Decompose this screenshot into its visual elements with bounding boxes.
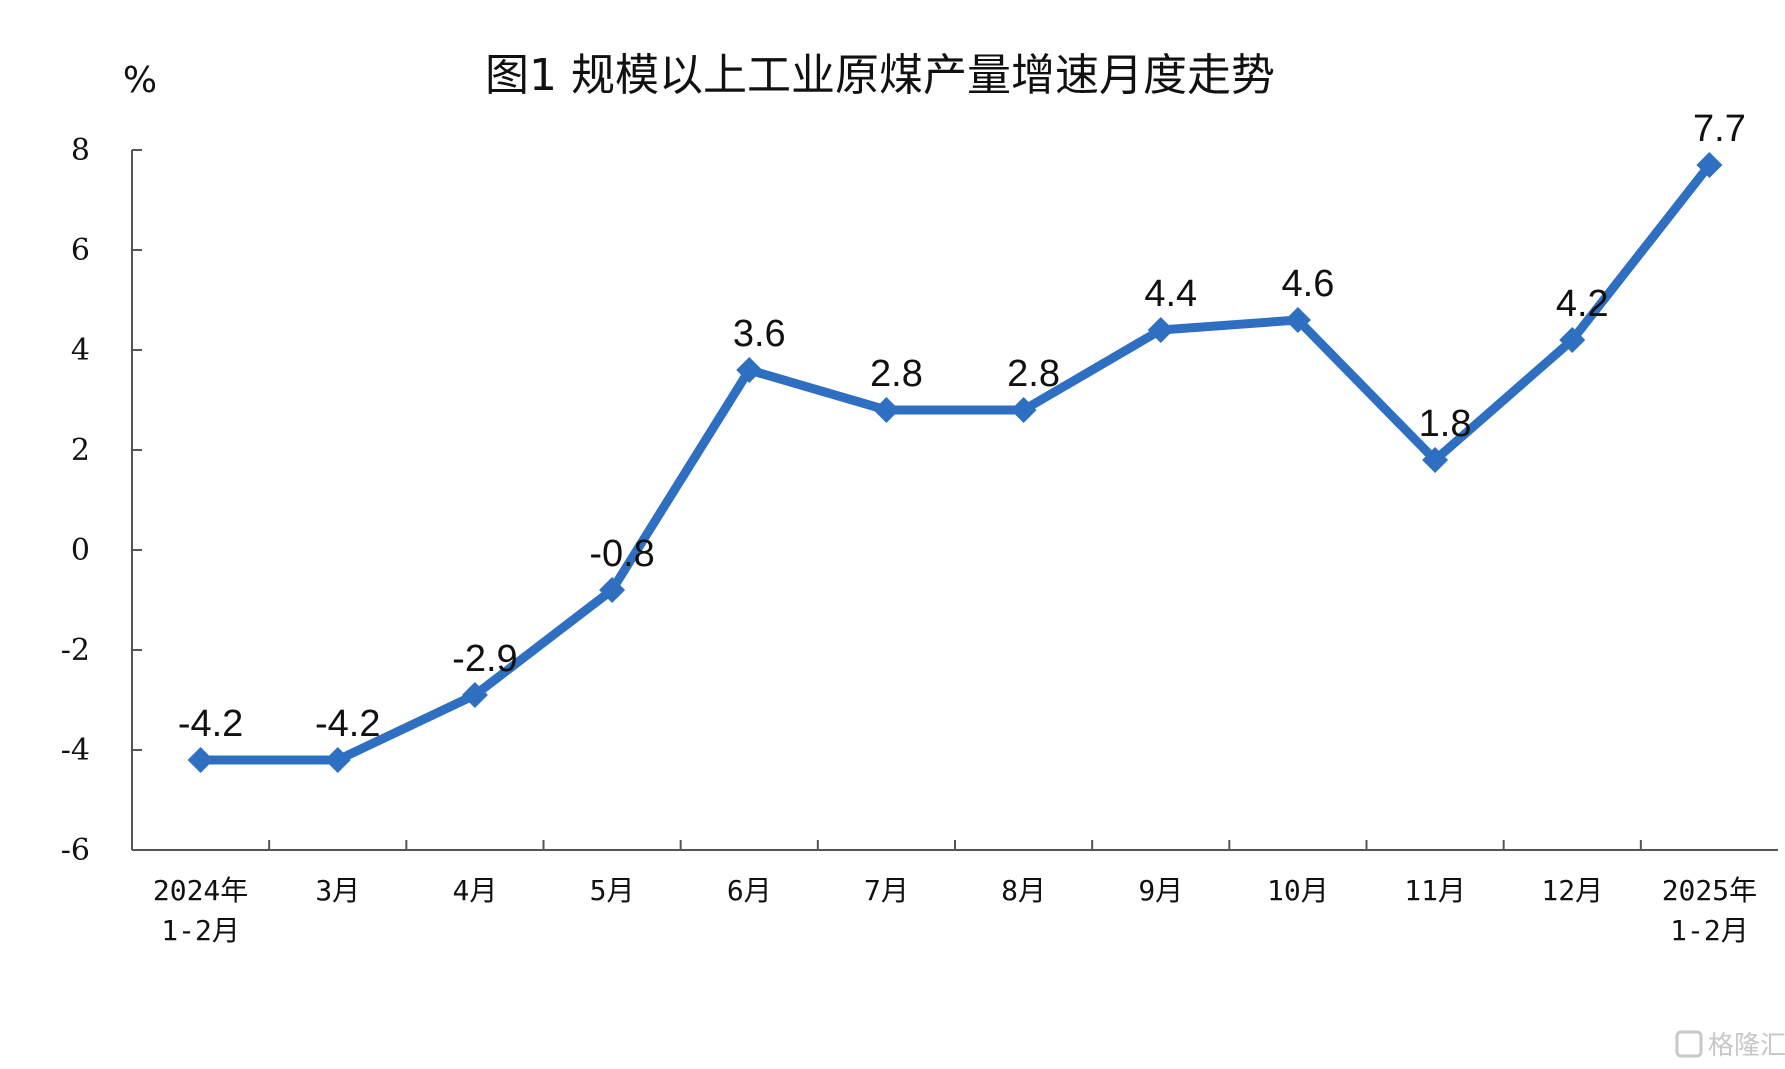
x-tick-label: 6月 — [727, 874, 772, 907]
data-point-marker — [1147, 317, 1174, 343]
y-tick-labels: 8 6 4 2 0 -2 -4 -6 — [61, 133, 90, 868]
y-tick-label: 4 — [71, 333, 90, 368]
x-tick-label: 3月 — [315, 874, 360, 907]
watermark: 格隆汇 — [1675, 1030, 1785, 1061]
data-point-marker — [736, 357, 763, 383]
x-tick-label: 7月 — [864, 874, 909, 907]
y-tick-label: 6 — [71, 233, 90, 268]
data-point-marker — [1010, 397, 1037, 423]
x-tick-label: 12月 — [1541, 874, 1603, 907]
y-tick-label: -4 — [61, 733, 90, 768]
data-series — [187, 152, 1723, 773]
y-tick-label: 2 — [71, 433, 90, 468]
x-tick-labels: 2024年 1-2月 3月 4月 5月 6月 7月 8月 9月 10月 11月 12月 2025年 1-2… — [153, 874, 1757, 947]
y-tick-label: 8 — [71, 133, 90, 168]
data-label: 4.2 — [1556, 283, 1609, 325]
data-label: -0.8 — [589, 533, 654, 575]
data-point-marker — [1284, 307, 1311, 333]
x-tick-label: 5月 — [590, 874, 635, 907]
x-tick-label: 9月 — [1138, 874, 1183, 907]
watermark-logo-icon — [1675, 1030, 1703, 1058]
data-label: 4.6 — [1282, 263, 1335, 305]
data-label: 7.7 — [1693, 108, 1746, 150]
data-point-marker — [1559, 327, 1586, 353]
data-label: -4.2 — [178, 703, 243, 745]
data-label: 4.4 — [1144, 273, 1197, 315]
x-tick-label: 4月 — [452, 874, 497, 907]
series-line — [196, 160, 1714, 765]
data-label: 2.8 — [1007, 353, 1060, 395]
x-tick-label: 2024年 1-2月 — [153, 874, 248, 947]
x-tick-label: 11月 — [1404, 874, 1466, 907]
data-label: 1.8 — [1419, 403, 1472, 445]
data-label: -2.9 — [452, 638, 517, 680]
y-tick-label: -2 — [61, 633, 90, 668]
data-point-marker — [599, 577, 626, 603]
chart-title: 图1 规模以上工业原煤产量增速月度走势 — [485, 50, 1275, 101]
x-tick-label: 8月 — [1001, 874, 1046, 907]
data-point-marker — [187, 747, 214, 773]
watermark-text: 格隆汇 — [1708, 1031, 1785, 1061]
data-label: -4.2 — [315, 703, 380, 745]
y-tick-label: 0 — [71, 533, 90, 568]
data-point-marker — [1422, 447, 1449, 473]
data-point-marker — [324, 747, 351, 773]
axes — [131, 149, 1778, 851]
data-point-marker — [461, 682, 488, 708]
data-point-marker — [1696, 152, 1723, 178]
y-axis-unit: % — [123, 60, 157, 101]
data-labels: -4.2 -4.2 -2.9 -0.8 3.6 2.8 2.8 4.4 4.6 1.8 4.2 7.7 — [178, 108, 1746, 745]
x-tick-label: 2025年 1-2月 — [1662, 874, 1757, 947]
x-tick-label: 10月 — [1267, 874, 1329, 907]
data-point-marker — [873, 397, 900, 423]
data-label: 3.6 — [733, 313, 786, 355]
data-label: 2.8 — [870, 353, 923, 395]
y-tick-label: -6 — [61, 833, 90, 868]
